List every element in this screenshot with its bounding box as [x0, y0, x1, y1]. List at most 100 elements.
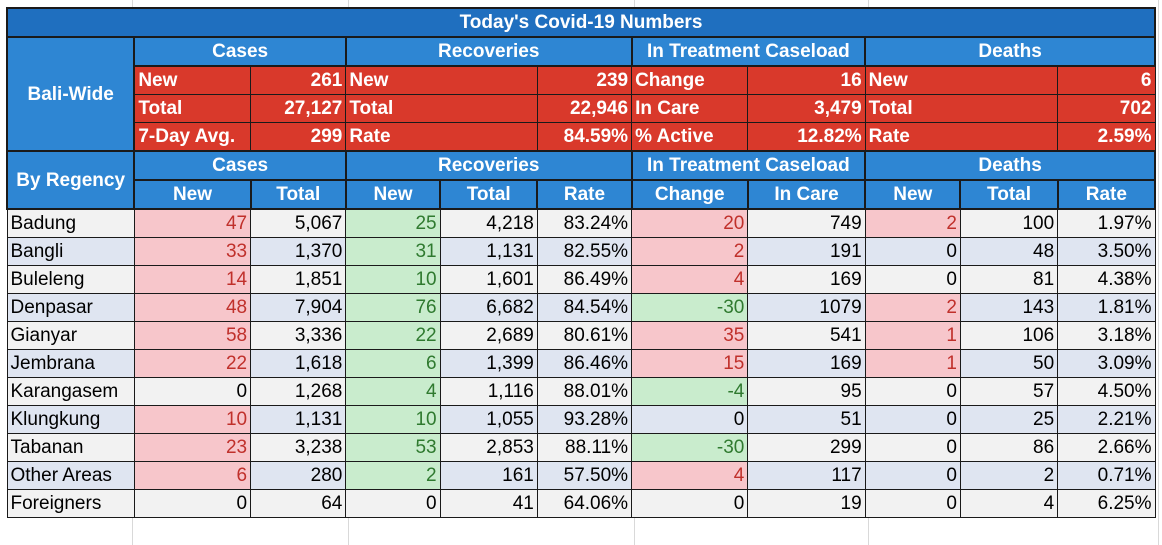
column-header[interactable]: New: [344, 179, 442, 210]
recoveries-total[interactable]: 2,689: [439, 321, 538, 350]
bali-deaths-label[interactable]: Total: [864, 94, 1059, 123]
cases-total[interactable]: 3,336: [250, 321, 347, 350]
recoveries-total[interactable]: 161: [439, 461, 538, 490]
recoveries-new[interactable]: 4: [345, 377, 441, 406]
treatment-change[interactable]: 4: [631, 461, 749, 490]
cases-total[interactable]: 3,238: [250, 433, 347, 462]
group-header-cases[interactable]: Cases: [133, 36, 347, 67]
treatment-change[interactable]: 35: [631, 321, 749, 350]
bali-cases-label[interactable]: 7-Day Avg.: [133, 122, 252, 152]
cases-total[interactable]: 7,904: [250, 293, 347, 322]
table-title[interactable]: Today's Covid-19 Numbers: [6, 7, 1156, 38]
column-header[interactable]: New: [133, 179, 252, 210]
treatment-change[interactable]: 0: [631, 489, 749, 518]
treatment-change[interactable]: 15: [631, 349, 749, 378]
cases-total[interactable]: 1,268: [250, 377, 347, 406]
deaths-total[interactable]: 100: [959, 208, 1059, 238]
recoveries-rate[interactable]: 82.55%: [536, 237, 633, 266]
deaths-rate[interactable]: 2.66%: [1057, 433, 1156, 462]
by-regency-label[interactable]: By Regency: [5, 150, 136, 210]
bali-recoveries-value[interactable]: 22,946: [536, 94, 633, 123]
cases-total[interactable]: 280: [250, 461, 347, 490]
treatment-in-care[interactable]: 191: [747, 237, 866, 266]
deaths-new[interactable]: 0: [864, 265, 961, 294]
recoveries-rate[interactable]: 57.50%: [536, 461, 633, 490]
regency-name[interactable]: Gianyar: [6, 321, 135, 350]
deaths-rate[interactable]: 3.18%: [1057, 321, 1156, 350]
deaths-rate[interactable]: 1.97%: [1057, 208, 1156, 238]
treatment-change[interactable]: 2: [631, 237, 749, 266]
deaths-total[interactable]: 143: [959, 293, 1059, 322]
cases-new[interactable]: 14: [133, 265, 252, 294]
deaths-new[interactable]: 0: [864, 461, 961, 490]
cases-new[interactable]: 22: [133, 349, 252, 378]
regency-name[interactable]: Tabanan: [6, 433, 135, 462]
treatment-in-care[interactable]: 117: [747, 461, 866, 490]
deaths-new[interactable]: 0: [864, 433, 961, 462]
bali-treatment-label[interactable]: In Care: [631, 94, 749, 123]
recoveries-new[interactable]: 10: [345, 265, 441, 294]
bali-recoveries-value[interactable]: 239: [536, 65, 633, 95]
regency-name[interactable]: Other Areas: [6, 461, 135, 490]
deaths-total[interactable]: 48: [959, 237, 1059, 266]
group-header-deaths[interactable]: Deaths: [864, 150, 1156, 181]
recoveries-rate[interactable]: 86.46%: [536, 349, 633, 378]
deaths-total[interactable]: 57: [959, 377, 1059, 406]
treatment-change[interactable]: -30: [631, 433, 749, 462]
bali-cases-value[interactable]: 261: [250, 65, 347, 95]
regency-name[interactable]: Klungkung: [6, 405, 135, 434]
cases-new[interactable]: 6: [133, 461, 252, 490]
bali-deaths-value[interactable]: 702: [1057, 94, 1156, 123]
recoveries-new[interactable]: 76: [345, 293, 441, 322]
bali-treatment-label[interactable]: Change: [631, 65, 749, 95]
bali-deaths-label[interactable]: Rate: [864, 122, 1059, 152]
group-header-in-treatment[interactable]: In Treatment Caseload: [630, 150, 867, 181]
recoveries-rate[interactable]: 64.06%: [536, 489, 633, 518]
cases-total[interactable]: 1,851: [250, 265, 347, 294]
cases-total[interactable]: 1,370: [250, 237, 347, 266]
deaths-new[interactable]: 0: [864, 377, 961, 406]
bali-treatment-label[interactable]: % Active: [631, 122, 749, 152]
treatment-in-care[interactable]: 169: [747, 349, 866, 378]
recoveries-total[interactable]: 41: [439, 489, 538, 518]
recoveries-total[interactable]: 1,131: [439, 237, 538, 266]
recoveries-new[interactable]: 6: [345, 349, 441, 378]
recoveries-rate[interactable]: 80.61%: [536, 321, 633, 350]
column-header[interactable]: Rate: [536, 179, 633, 210]
recoveries-total[interactable]: 1,399: [439, 349, 538, 378]
treatment-change[interactable]: 20: [631, 208, 749, 238]
cases-total[interactable]: 5,067: [250, 208, 347, 238]
recoveries-rate[interactable]: 88.01%: [536, 377, 633, 406]
deaths-rate[interactable]: 2.21%: [1057, 405, 1156, 434]
treatment-in-care[interactable]: 19: [747, 489, 866, 518]
cases-new[interactable]: 0: [133, 377, 252, 406]
deaths-total[interactable]: 2: [959, 461, 1059, 490]
deaths-total[interactable]: 86: [959, 433, 1059, 462]
bali-recoveries-label[interactable]: New: [345, 65, 538, 95]
regency-name[interactable]: Foreigners: [6, 489, 135, 518]
bali-treatment-value[interactable]: 12.82%: [747, 122, 866, 152]
bali-recoveries-label[interactable]: Rate: [345, 122, 538, 152]
regency-name[interactable]: Jembrana: [6, 349, 135, 378]
recoveries-total[interactable]: 1,116: [439, 377, 538, 406]
bali-treatment-value[interactable]: 3,479: [747, 94, 866, 123]
cases-total[interactable]: 1,131: [250, 405, 347, 434]
recoveries-rate[interactable]: 84.54%: [536, 293, 633, 322]
recoveries-new[interactable]: 10: [345, 405, 441, 434]
bali-deaths-label[interactable]: New: [864, 65, 1059, 95]
recoveries-total[interactable]: 4,218: [439, 208, 538, 238]
bali-cases-label[interactable]: New: [133, 65, 252, 95]
cases-new[interactable]: 23: [133, 433, 252, 462]
bali-deaths-value[interactable]: 6: [1057, 65, 1156, 95]
regency-name[interactable]: Badung: [6, 208, 135, 238]
deaths-rate[interactable]: 4.50%: [1057, 377, 1156, 406]
recoveries-new[interactable]: 2: [345, 461, 441, 490]
recoveries-new[interactable]: 31: [345, 237, 441, 266]
cases-new[interactable]: 10: [133, 405, 252, 434]
recoveries-new[interactable]: 0: [345, 489, 441, 518]
bali-wide-label[interactable]: Bali-Wide: [5, 36, 136, 152]
deaths-total[interactable]: 4: [959, 489, 1059, 518]
cases-new[interactable]: 58: [133, 321, 252, 350]
deaths-rate[interactable]: 6.25%: [1057, 489, 1156, 518]
deaths-new[interactable]: 0: [864, 237, 961, 266]
